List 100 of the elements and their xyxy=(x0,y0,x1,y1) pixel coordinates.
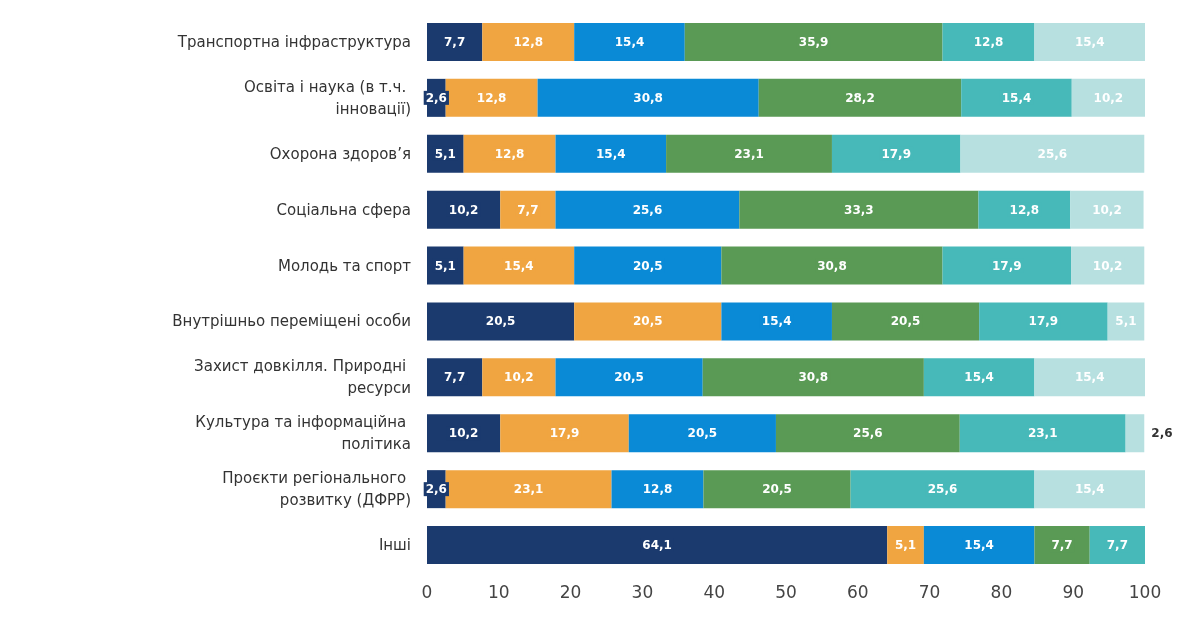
bar xyxy=(775,414,960,453)
bar xyxy=(721,302,832,341)
x-tick-label: 100 xyxy=(1128,581,1162,602)
data-label: 15,4 xyxy=(964,370,994,385)
data-label: 20,5 xyxy=(632,258,663,273)
data-label: 33,3 xyxy=(844,202,874,217)
data-label: 25,6 xyxy=(632,202,663,217)
data-label: 12,8 xyxy=(476,90,507,105)
y-tick-label: Проєкти регіонального розвитку (ДФРР) xyxy=(222,469,411,510)
bar xyxy=(850,470,1035,509)
bar xyxy=(758,78,962,117)
x-tick-label: 20 xyxy=(559,581,582,602)
bar xyxy=(1034,22,1145,61)
data-label: 15,4 xyxy=(1074,370,1105,385)
x-tick-label: 60 xyxy=(846,581,869,602)
bar xyxy=(445,470,612,509)
data-label: 17,9 xyxy=(991,258,1022,273)
data-label: 23,1 xyxy=(513,482,544,497)
bar xyxy=(500,414,629,453)
bar xyxy=(923,526,1035,565)
bar xyxy=(739,190,979,229)
data-label: 25,6 xyxy=(1037,146,1068,161)
data-label: 28,2 xyxy=(845,90,875,105)
y-tick-label: Внутрішньо переміщені особи xyxy=(172,312,411,331)
data-label: 30,8 xyxy=(817,258,847,273)
data-label: 20,5 xyxy=(632,314,663,329)
bar xyxy=(555,134,667,173)
data-label: 15,4 xyxy=(504,258,534,273)
data-label: 10,2 xyxy=(1092,202,1122,217)
data-label: 20,5 xyxy=(890,314,921,329)
data-label: 7,7 xyxy=(444,34,466,49)
data-label: 17,9 xyxy=(881,146,912,161)
data-label: 20,5 xyxy=(614,370,644,385)
y-tick-label: Освіта і наука (в т.ч. інновації) xyxy=(244,77,411,118)
bar xyxy=(960,134,1145,173)
data-label: 5,1 xyxy=(894,538,917,553)
bar xyxy=(427,302,575,341)
bar xyxy=(611,470,704,509)
bar xyxy=(1034,358,1145,397)
data-label: 10,2 xyxy=(448,426,479,441)
data-label: 12,8 xyxy=(1009,202,1040,217)
data-label: 17,9 xyxy=(1028,314,1059,329)
data-label: 2,6 xyxy=(425,90,447,105)
bar xyxy=(978,190,1071,229)
data-label: 12,8 xyxy=(513,34,544,49)
data-label: 12,8 xyxy=(642,482,673,497)
data-label: 15,4 xyxy=(964,538,994,553)
data-label: 5,1 xyxy=(1115,314,1137,329)
y-tick-label: Охорона здоров’я xyxy=(269,144,411,163)
data-label: 2,6 xyxy=(1151,426,1173,441)
data-label: 2,6 xyxy=(425,482,447,497)
x-tick-label: 40 xyxy=(703,581,726,602)
bar xyxy=(666,134,832,173)
bar xyxy=(702,358,924,397)
data-label: 20,5 xyxy=(485,314,516,329)
data-label: 10,2 xyxy=(1093,90,1124,105)
bar xyxy=(961,78,1072,117)
data-label: 10,2 xyxy=(504,370,534,385)
bar xyxy=(537,78,759,117)
bar xyxy=(923,358,1035,397)
y-tick-label: Молодь та спорт xyxy=(277,256,412,275)
bar xyxy=(703,470,851,509)
data-label: 5,1 xyxy=(434,146,456,161)
bar xyxy=(1034,470,1145,509)
data-label: 10,2 xyxy=(1092,258,1123,273)
data-label: 12,8 xyxy=(494,146,525,161)
data-label: 15,4 xyxy=(1001,90,1032,105)
data-label: 17,9 xyxy=(549,426,580,441)
data-label: 23,1 xyxy=(1027,426,1058,441)
data-label: 30,8 xyxy=(798,370,829,385)
y-tick-label: Транспортна інфраструктура xyxy=(176,32,411,51)
data-label: 25,6 xyxy=(853,426,883,441)
x-tick-label: 80 xyxy=(990,581,1013,602)
data-label: 30,8 xyxy=(633,90,663,105)
data-label: 20,5 xyxy=(762,482,792,497)
bar xyxy=(942,246,1072,285)
data-label: 12,8 xyxy=(973,34,1004,49)
data-label: 10,2 xyxy=(448,202,479,217)
data-label: 23,1 xyxy=(734,146,764,161)
data-label: 7,7 xyxy=(1106,538,1128,553)
bar xyxy=(574,246,722,285)
bar xyxy=(684,22,943,61)
data-label: 7,7 xyxy=(1051,538,1073,553)
x-tick-label: 30 xyxy=(631,581,654,602)
data-label: 15,4 xyxy=(596,146,626,161)
data-label: 15,4 xyxy=(614,34,645,49)
data-label: 15,4 xyxy=(761,314,792,329)
data-label: 20,5 xyxy=(687,426,718,441)
bar xyxy=(979,302,1108,341)
y-tick-label: Інші xyxy=(378,536,411,555)
data-label: 25,6 xyxy=(927,482,958,497)
bar xyxy=(628,414,776,453)
data-label: 64,1 xyxy=(642,538,672,553)
bar xyxy=(942,22,1035,61)
bar xyxy=(959,414,1126,453)
x-tick-label: 50 xyxy=(775,581,797,602)
x-tick-label: 70 xyxy=(918,581,941,602)
bar xyxy=(555,190,740,229)
bar xyxy=(427,526,888,565)
bar xyxy=(574,22,685,61)
